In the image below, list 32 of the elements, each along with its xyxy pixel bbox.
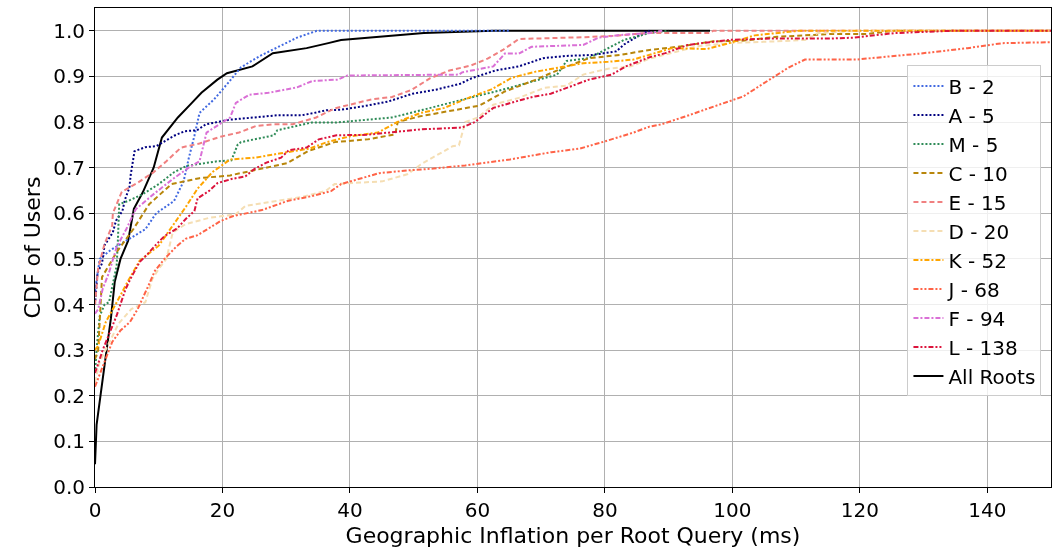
x-tick-label: 80	[592, 498, 618, 522]
legend-label: J - 68	[946, 277, 1000, 302]
x-tick-label: 20	[209, 498, 236, 522]
y-tick-label: 0.0	[53, 475, 85, 499]
y-tick-label: 0.5	[53, 246, 85, 271]
legend-label: C - 10	[948, 161, 1008, 186]
legend-label: F - 94	[948, 306, 1006, 331]
x-tick-label: 100	[713, 498, 752, 522]
x-tick-label: 60	[464, 498, 491, 522]
y-tick-label: 0.1	[53, 429, 85, 454]
x-axis-title: Geographic Inflation per Root Query (ms)	[345, 522, 801, 548]
y-tick-label: 0.7	[53, 155, 85, 180]
y-tick-label: 0.6	[53, 201, 85, 226]
y-tick-label: 0.3	[53, 338, 85, 363]
legend-label: D - 20	[948, 219, 1010, 244]
y-tick-label: 0.2	[53, 383, 85, 408]
y-tick-label: 1.0	[53, 18, 85, 43]
legend-label: B - 2	[948, 74, 995, 99]
legend-label: M - 5	[948, 132, 999, 157]
legend-label: L - 138	[948, 335, 1018, 360]
x-tick-label: 140	[968, 498, 1007, 522]
x-tick-label: 120	[840, 498, 879, 522]
legend-label: A - 5	[948, 103, 995, 128]
x-tick-label: 40	[337, 498, 363, 522]
y-tick-label: 0.8	[53, 110, 85, 135]
legend-label: K - 52	[948, 248, 1007, 273]
y-tick-label: 0.9	[53, 64, 85, 89]
y-tick-label: 0.4	[53, 292, 85, 317]
legend-label: All Roots	[948, 364, 1036, 389]
x-tick-label: 0	[88, 498, 102, 522]
legend-label: E - 15	[948, 190, 1007, 215]
y-axis-title: CDF of Users	[19, 176, 45, 319]
